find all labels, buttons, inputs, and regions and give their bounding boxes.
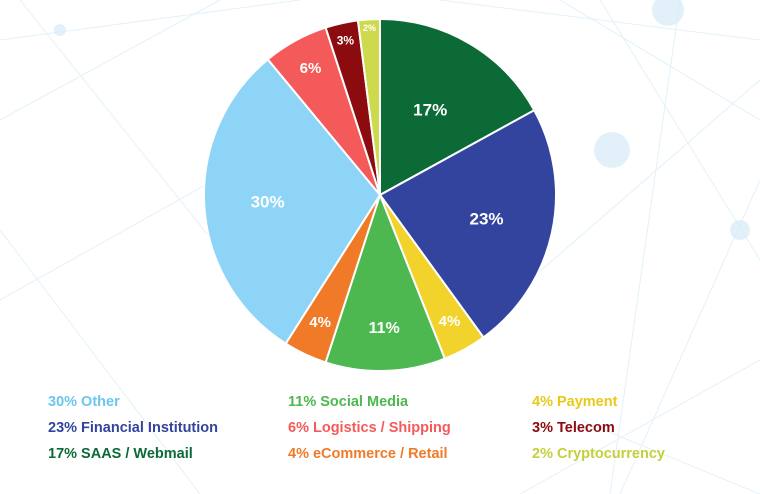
pie-slice-other (203, 57, 382, 345)
data-label-other: 30% (251, 193, 285, 212)
data-label-financial-institution: 23% (469, 209, 503, 228)
pie-slice-financial-institution (378, 108, 557, 339)
pie-slices (203, 17, 557, 372)
pie-slice-cryptocurrency (356, 17, 381, 196)
pie-slice-saas-webmail (379, 17, 536, 197)
data-label-cryptocurrency: 2% (363, 23, 376, 33)
data-label-logistics-shipping: 6% (300, 60, 322, 77)
data-label-telecom: 3% (337, 33, 355, 47)
data-label-ecommerce-retail: 4% (309, 314, 331, 331)
data-label-saas-webmail: 17% (413, 101, 447, 120)
pie-data-labels: 17% 23% 4% 11% 4% 30% 6% 3% 2% (251, 23, 504, 337)
data-label-social-media: 11% (369, 320, 400, 337)
pie-slice-social-media (324, 192, 447, 372)
data-label-payment: 4% (439, 313, 461, 330)
